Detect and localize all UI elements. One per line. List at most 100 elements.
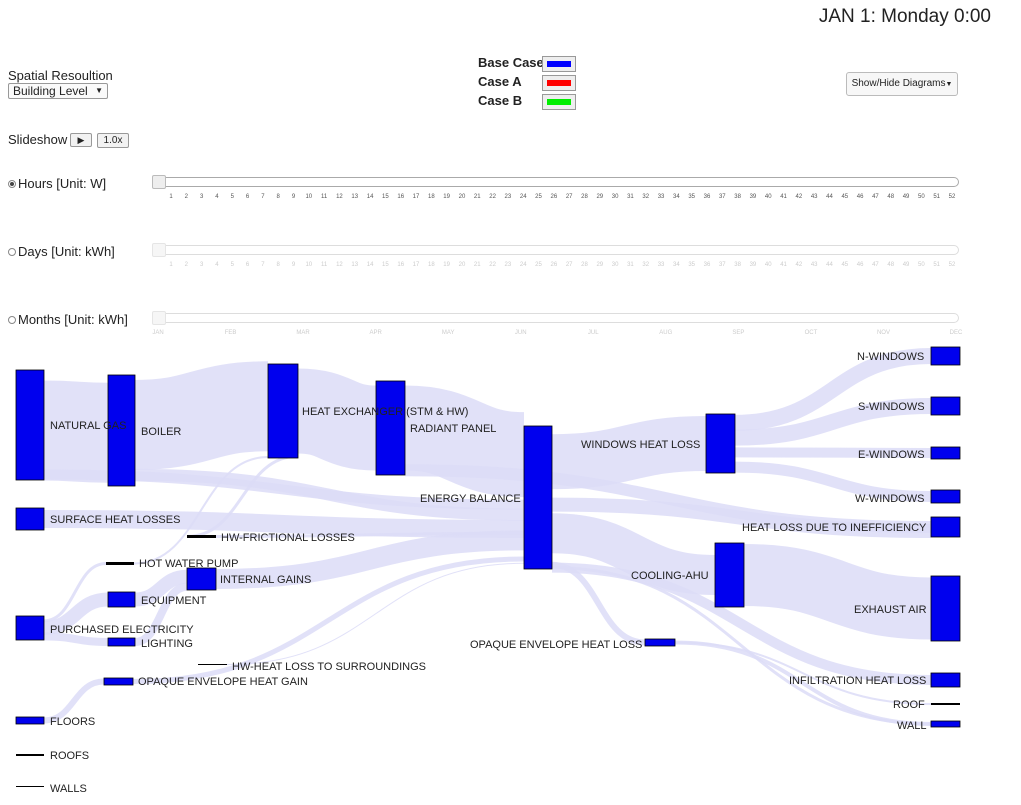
sankey-node-opaque-envelope-heat-gain[interactable] — [103, 677, 134, 686]
slider-tick-label: 35 — [688, 194, 695, 200]
slider-tick-label: 28 — [581, 194, 588, 200]
sankey-node-exhaust-air[interactable] — [930, 575, 961, 642]
months-slider-ticks: JAN FEB MAR APR MAY JUN JUL AUG SEP OCT NOV DEC — [0, 330, 1021, 340]
sankey-node-windows-heat-loss[interactable] — [705, 413, 736, 474]
sankey-node-floors[interactable] — [15, 716, 45, 725]
slider-tick-label: 20 — [458, 194, 466, 200]
months-slider-thumb[interactable] — [152, 311, 166, 325]
sankey-links — [43, 348, 932, 726]
sankey-link-hw_heat_loss_surroundings-to-energy_balance — [226, 562, 525, 665]
slider-tick-label: MAR — [296, 330, 310, 336]
slider-tick-label: 6 — [245, 262, 250, 268]
slider-tick-label: 10 — [305, 194, 313, 200]
slider-tick-label: 21 — [473, 194, 481, 200]
slider-tick-label: 11 — [321, 194, 328, 200]
sankey-link-windows_heat_loss-to-n_windows — [734, 348, 932, 431]
sankey-label-roof: ROOF — [893, 699, 925, 711]
legend-swatch-case-a[interactable] — [542, 75, 576, 91]
sankey-node-s-windows[interactable] — [930, 396, 961, 416]
sankey-link-windows_heat_loss-to-w_windows — [734, 461, 932, 502]
play-button[interactable]: ▶ — [70, 133, 92, 147]
slider-tick-label: 52 — [948, 194, 956, 200]
slider-tick-label: 4 — [215, 194, 219, 200]
slider-tick-label: 34 — [673, 262, 680, 268]
sankey-node-hw-heat-loss-surroundings[interactable] — [198, 664, 227, 665]
sankey-node-heat-exchanger[interactable] — [267, 363, 299, 459]
sankey-node-internal-gains[interactable] — [186, 567, 217, 591]
slider-tick-label: JUN — [514, 330, 527, 336]
slider-tick-label: 48 — [887, 194, 895, 200]
sankey-link-hot_water_pump-to-heat_exchanger — [133, 456, 269, 565]
slider-tick-label: 46 — [856, 262, 864, 268]
hours-radio[interactable]: Hours [Unit: W] — [8, 176, 148, 192]
sankey-node-boiler[interactable] — [107, 374, 136, 487]
sankey-node-wall[interactable] — [930, 720, 961, 728]
days-slider-ticks: 1 2 3 4 5 6 7 8 9 10 11 12 13 14 15 16 17 18 19 20 21 22 23 24 2… — [0, 262, 1021, 272]
sankey-node-hot-water-pump[interactable] — [106, 562, 134, 565]
sankey-link-energy_balance-to-windows_heat_loss — [551, 416, 707, 490]
sankey-node-surface-heat-losses[interactable] — [15, 507, 45, 531]
slider-tick-label: 47 — [872, 262, 879, 268]
slider-tick-label: 46 — [856, 194, 864, 200]
sankey-link-radiant_panel-to-energy_balance — [403, 385, 526, 498]
sankey-label-opaque-envelope-heat-gain: OPAQUE ENVELOPE HEAT GAIN — [138, 676, 308, 688]
sankey-nodes: NATURAL GAS SURFACE HEAT LOSSES PURCHASED … — [15, 346, 961, 795]
sankey-label-e-windows: E-WINDOWS — [858, 449, 925, 461]
slider-tick-label: 39 — [749, 194, 757, 200]
slider-tick-label: 52 — [948, 262, 956, 268]
slideshow-label: Slideshow — [8, 132, 68, 147]
slider-tick-label: 8 — [276, 262, 280, 268]
days-slider-thumb[interactable] — [152, 243, 166, 257]
caret-down-icon: ▼ — [945, 81, 953, 88]
spatial-resolution-select[interactable]: Building Level ▼ — [8, 83, 108, 99]
sankey-node-infiltration-heat-loss[interactable] — [930, 672, 961, 688]
show-hide-diagrams-button[interactable]: Show/Hide Diagrams▼ — [846, 72, 958, 96]
sankey-node-opaque-envelope-heat-loss[interactable] — [644, 638, 676, 647]
slider-tick-label: OCT — [804, 330, 818, 336]
days-radio[interactable]: Days [Unit: kWh] — [8, 244, 148, 260]
sankey-node-n-windows[interactable] — [930, 346, 961, 366]
slider-tick-label: 22 — [489, 262, 496, 268]
slider-tick-label: 49 — [902, 262, 910, 268]
slider-tick-label: 43 — [810, 194, 818, 200]
speed-button[interactable]: 1.0x — [97, 133, 129, 148]
sankey-node-radiant-panel[interactable] — [375, 380, 406, 476]
slider-tick-label: 37 — [718, 194, 726, 200]
slider-tick-label: 41 — [780, 194, 787, 200]
sankey-node-energy-balance[interactable] — [523, 425, 553, 570]
sankey-node-hw-frictional-losses[interactable] — [187, 535, 216, 538]
sankey-node-heat-loss-inefficiency[interactable] — [930, 516, 961, 538]
sankey-node-e-windows[interactable] — [930, 446, 961, 460]
slider-tick-label: 1 — [169, 262, 173, 268]
sankey-label-cooling-ahu: COOLING-AHU — [631, 570, 709, 582]
months-slider-track[interactable] — [152, 313, 959, 323]
slider-tick-label: 5 — [230, 194, 234, 200]
months-radio[interactable]: Months [Unit: kWh] — [8, 312, 148, 328]
sankey-link-hw_frictional_losses-to-energy_balance — [215, 531, 525, 538]
sankey-node-cooling-ahu[interactable] — [714, 542, 745, 608]
sankey-node-walls[interactable] — [16, 786, 44, 787]
legend-swatch-case-b[interactable] — [542, 94, 576, 110]
energy-sankey-diagram: NATURAL GAS SURFACE HEAT LOSSES PURCHASED … — [15, 346, 961, 795]
sankey-node-w-windows[interactable] — [930, 489, 961, 504]
sankey-node-roofs[interactable] — [16, 754, 44, 756]
sankey-node-equipment[interactable] — [107, 591, 136, 608]
spatial-resolution-label: Spatial Resoultion — [8, 68, 113, 83]
sankey-node-natural-gas[interactable] — [15, 369, 45, 481]
sankey-label-purchased-electricity: PURCHASED ELECTRICITY — [50, 624, 194, 636]
hours-radio-dot — [8, 180, 16, 188]
slider-tick-label: MAY — [441, 330, 455, 336]
slider-tick-label: 13 — [351, 262, 359, 268]
sankey-node-roof[interactable] — [931, 703, 960, 705]
slider-tick-label: 25 — [535, 194, 542, 200]
legend-swatch-base-case[interactable] — [542, 56, 576, 72]
days-slider-track[interactable] — [152, 245, 959, 255]
sankey-label-radiant-panel: RADIANT PANEL — [410, 423, 496, 435]
slider-tick-label: 31 — [627, 194, 634, 200]
hours-slider-thumb[interactable] — [152, 175, 166, 189]
slider-tick-label: FEB — [224, 330, 237, 336]
hours-slider-track[interactable] — [152, 177, 959, 187]
slider-tick-label: 18 — [427, 262, 435, 268]
sankey-node-purchased-electricity[interactable] — [15, 615, 45, 641]
sankey-node-lighting[interactable] — [107, 637, 136, 647]
